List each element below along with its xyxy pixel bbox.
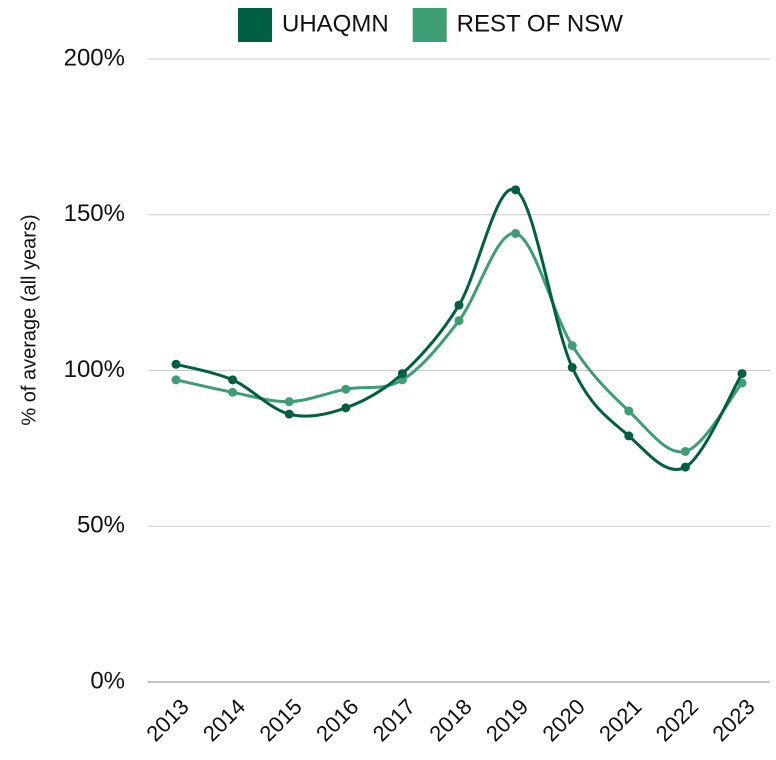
point bbox=[454, 316, 464, 326]
x-tick-label: 2020 bbox=[538, 694, 590, 746]
x-tick-label: 2018 bbox=[424, 694, 476, 746]
legend-swatch bbox=[238, 8, 272, 42]
point bbox=[454, 300, 464, 310]
x-tick-label: 2013 bbox=[141, 694, 193, 746]
point bbox=[680, 462, 690, 472]
point bbox=[171, 375, 181, 385]
x-tick-label: 2015 bbox=[255, 694, 307, 746]
x-tick-label: 2014 bbox=[198, 694, 250, 746]
x-tick-label: 2019 bbox=[481, 694, 533, 746]
point bbox=[341, 403, 351, 413]
point bbox=[624, 406, 634, 416]
y-tick-label: 150% bbox=[64, 200, 125, 227]
point bbox=[341, 384, 351, 394]
point bbox=[228, 375, 238, 385]
point bbox=[567, 362, 577, 372]
x-tick-label: 2021 bbox=[594, 694, 646, 746]
x-tick-label: 2023 bbox=[707, 694, 759, 746]
line bbox=[175, 231, 744, 454]
line bbox=[175, 187, 744, 471]
point bbox=[397, 369, 407, 379]
point bbox=[511, 228, 521, 238]
point bbox=[624, 431, 634, 441]
y-tick-label: 50% bbox=[77, 512, 125, 539]
y-tick-label: 100% bbox=[64, 356, 125, 383]
point bbox=[737, 369, 747, 379]
point bbox=[567, 341, 577, 351]
point bbox=[228, 387, 238, 397]
point bbox=[171, 359, 181, 369]
x-tick-label: 2016 bbox=[311, 694, 363, 746]
legend-label: UHAQMN bbox=[282, 10, 389, 37]
legend-swatch bbox=[412, 8, 447, 42]
point bbox=[284, 397, 294, 407]
point bbox=[511, 185, 521, 195]
point bbox=[284, 409, 294, 419]
y-tick-label: 0% bbox=[90, 667, 125, 694]
legend-label: REST OF NSW bbox=[457, 10, 624, 37]
x-tick-label: 2017 bbox=[368, 694, 420, 746]
y-tick-label: 200% bbox=[64, 44, 125, 71]
y-axis-label: % of average (all years) bbox=[18, 214, 40, 425]
x-tick-label: 2022 bbox=[651, 694, 703, 746]
point bbox=[680, 446, 690, 456]
